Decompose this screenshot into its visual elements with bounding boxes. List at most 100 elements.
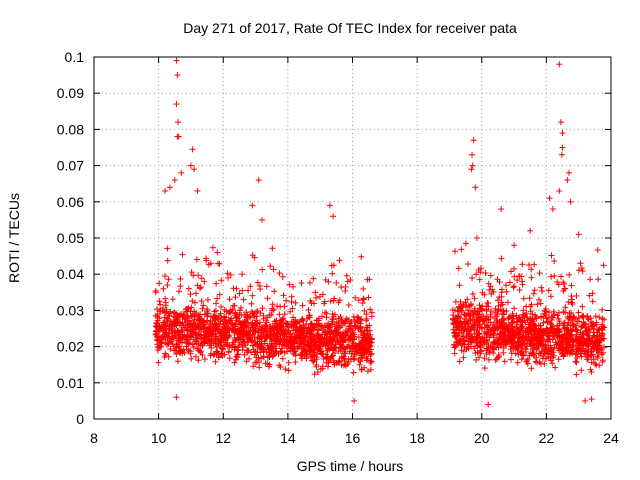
data-point: [278, 337, 285, 344]
data-point: [314, 351, 321, 358]
data-point: [285, 324, 292, 331]
data-point: [225, 274, 232, 281]
data-point: [252, 348, 259, 355]
data-point: [320, 355, 327, 362]
data-point: [173, 394, 180, 401]
data-point: [227, 325, 234, 332]
data-point: [187, 162, 194, 169]
data-point: [325, 363, 332, 370]
data-point: [270, 336, 277, 343]
data-point: [259, 305, 266, 312]
data-point: [532, 358, 539, 365]
data-point: [354, 318, 361, 325]
data-point: [259, 216, 266, 223]
data-point: [501, 358, 508, 365]
data-point: [153, 320, 160, 327]
data-point: [214, 295, 221, 302]
data-point: [266, 363, 273, 370]
data-point: [248, 349, 255, 356]
data-point: [343, 327, 350, 334]
data-point: [188, 269, 195, 276]
data-point: [476, 354, 483, 361]
x-tick-label: 24: [603, 430, 619, 446]
data-point: [353, 350, 360, 357]
data-point: [356, 343, 363, 350]
data-point: [344, 278, 351, 285]
data-point: [326, 202, 333, 209]
data-point: [323, 336, 330, 343]
data-point: [277, 348, 284, 355]
data-point: [246, 334, 253, 341]
data-point: [200, 324, 207, 331]
data-point: [215, 354, 222, 361]
data-point: [281, 311, 288, 318]
data-point: [364, 276, 371, 283]
data-point: [293, 320, 300, 327]
data-point: [232, 356, 239, 363]
data-point: [176, 288, 183, 295]
data-point: [217, 342, 224, 349]
data-point: [528, 365, 535, 372]
data-point: [219, 346, 226, 353]
data-point: [292, 323, 299, 330]
data-point: [330, 262, 337, 269]
data-point: [315, 346, 322, 353]
data-point: [256, 282, 263, 289]
data-point: [351, 317, 358, 324]
data-point: [316, 338, 323, 345]
data-point: [282, 366, 289, 373]
data-point: [175, 343, 182, 350]
data-point: [278, 326, 285, 333]
data-point: [578, 367, 585, 374]
data-point: [154, 306, 161, 313]
data-point: [259, 266, 266, 273]
data-point: [568, 293, 575, 300]
data-point: [192, 329, 199, 336]
data-point: [230, 302, 237, 309]
data-point: [600, 262, 607, 269]
data-point: [367, 366, 374, 373]
data-point: [212, 317, 219, 324]
data-point: [279, 355, 286, 362]
data-point: [307, 354, 314, 361]
axes: 8 10 12 14 16 18 20 22 24 0 0.01 0.02 0.03 0.04 0.05 0.…: [57, 49, 619, 446]
data-point: [247, 328, 254, 335]
data-point: [545, 287, 552, 294]
data-point: [298, 280, 305, 287]
data-point: [559, 130, 566, 137]
data-point: [161, 273, 168, 280]
data-point: [349, 344, 356, 351]
data-point: [182, 308, 189, 315]
data-point: [593, 362, 600, 369]
data-point: [185, 285, 192, 292]
data-point: [577, 260, 584, 267]
data-point: [184, 314, 191, 321]
data-point: [260, 312, 267, 319]
data-point: [230, 285, 237, 292]
data-point: [189, 146, 196, 153]
data-point: [175, 337, 182, 344]
data-point: [192, 299, 199, 306]
data-point: [204, 306, 211, 313]
chart-title: Day 271 of 2017, Rate Of TEC Index for r…: [183, 20, 517, 36]
y-tick-label: 0.1: [65, 49, 85, 65]
data-point: [367, 331, 374, 338]
data-point: [256, 319, 263, 326]
data-point: [330, 213, 337, 220]
data-point: [210, 351, 217, 358]
data-point: [194, 282, 201, 289]
data-point: [225, 349, 232, 356]
data-point: [162, 321, 169, 328]
data-point: [280, 323, 287, 330]
data-point: [579, 267, 586, 274]
data-point: [221, 306, 228, 313]
data-point: [187, 308, 194, 315]
data-point: [155, 344, 162, 351]
data-point: [314, 333, 321, 340]
data-point: [285, 367, 292, 374]
data-point: [306, 279, 313, 286]
data-point: [197, 284, 204, 291]
data-point: [330, 346, 337, 353]
data-point: [506, 279, 513, 286]
data-point: [207, 321, 214, 328]
